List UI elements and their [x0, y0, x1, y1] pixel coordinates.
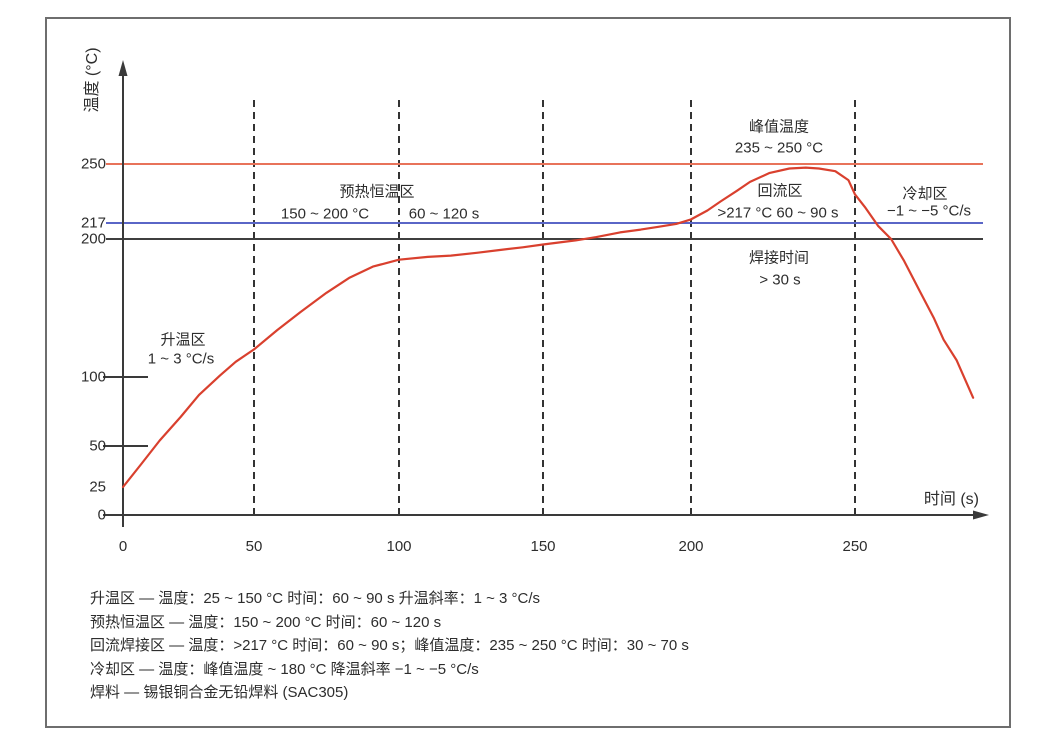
x-tick-250: 250 — [842, 538, 868, 555]
spec-legend: 升温区 — 温度：25 ~ 150 °C 时间：60 ~ 90 s 升温斜率：1… — [90, 587, 689, 705]
y-tick-200: 200 — [80, 230, 106, 248]
cooling-zone-label: 冷却区 — [902, 185, 948, 203]
y-tick-25: 25 — [89, 478, 106, 496]
y-tick-250: 250 — [80, 155, 106, 173]
x-tick-0: 0 — [118, 538, 128, 555]
soldering-time-value: > 30 s — [759, 271, 801, 289]
figure-border — [45, 17, 1011, 728]
cooling-zone-rate: −1 ~ −5 °C/s — [887, 202, 971, 220]
ramp-zone-label: 升温区 — [160, 331, 206, 349]
spec-line-cooling: 冷却区 — 温度：峰值温度 ~ 180 °C 降温斜率 −1 ~ −5 °C/s — [90, 660, 479, 678]
x-tick-50: 50 — [245, 538, 263, 555]
spec-line-solder: 焊料 — 锡银铜合金无铅焊料 (SAC305) — [90, 684, 349, 701]
peak-temp-title: 峰值温度 — [748, 118, 810, 136]
x-tick-200: 200 — [678, 538, 704, 555]
peak-temp-range: 235 ~ 250 °C — [734, 139, 824, 157]
y-tick-50: 50 — [89, 437, 106, 455]
y-tick-100: 100 — [80, 368, 106, 386]
spec-line-soak: 预热恒温区 — 温度：150 ~ 200 °C 时间：60 ~ 120 s — [90, 613, 442, 631]
soak-zone-label: 预热恒温区 — [339, 183, 415, 201]
x-axis-title: 时间 (s) — [923, 491, 979, 508]
y-tick-0: 0 — [97, 506, 106, 524]
reflow-zone-spec: >217 °C 60 ~ 90 s — [717, 204, 839, 222]
x-tick-150: 150 — [530, 538, 556, 555]
spec-line-reflow: 回流焊接区 — 温度：>217 °C 时间：60 ~ 90 s；峰值温度：235… — [90, 637, 689, 654]
ramp-zone-rate: 1 ~ 3 °C/s — [147, 350, 215, 368]
reflow-zone-label: 回流区 — [757, 182, 803, 200]
y-axis-title: 温度 (°C) — [84, 47, 101, 113]
y-tick-217: 217 — [80, 214, 106, 232]
spec-line-ramp: 升温区 — 温度：25 ~ 150 °C 时间：60 ~ 90 s 升温斜率：1… — [90, 590, 541, 607]
soak-zone-temp: 150 ~ 200 °C — [280, 205, 370, 223]
soak-zone-time: 60 ~ 120 s — [408, 205, 480, 223]
soldering-time-title: 焊接时间 — [748, 249, 810, 267]
x-tick-100: 100 — [386, 538, 412, 555]
